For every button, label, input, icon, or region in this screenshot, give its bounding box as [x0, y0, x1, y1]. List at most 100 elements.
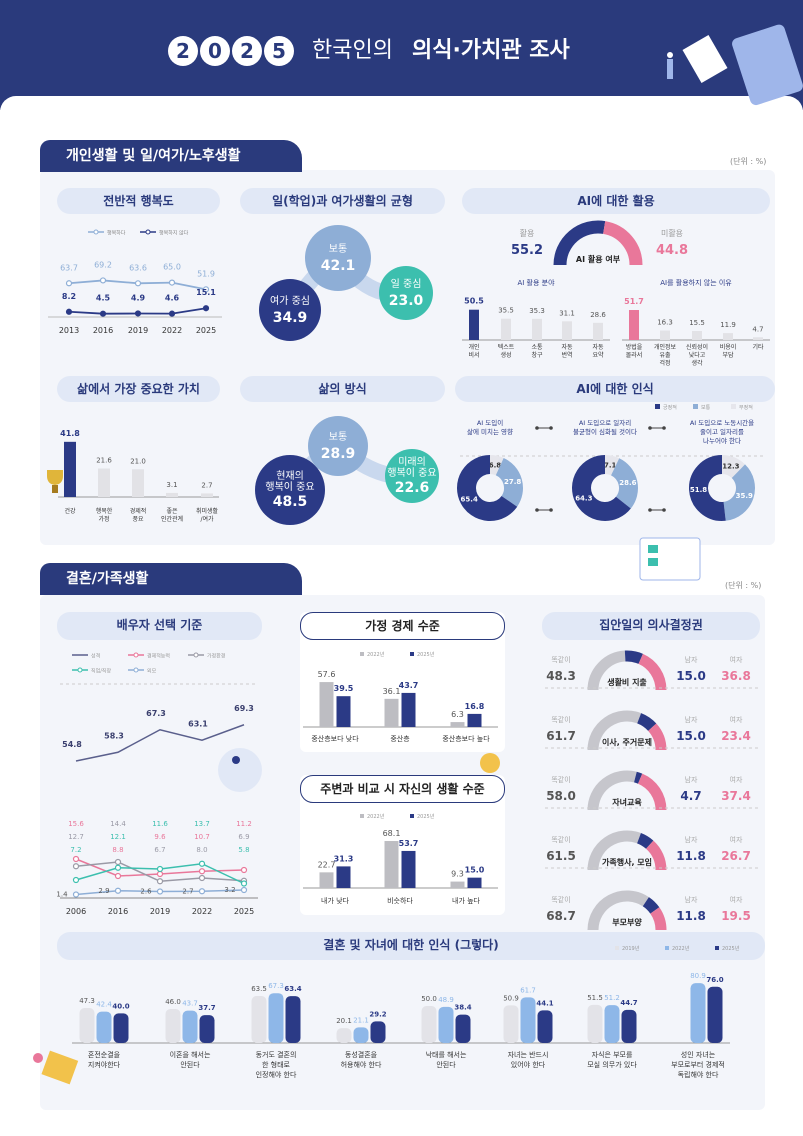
data-label: 69.3 [234, 704, 254, 713]
gauge-segment [650, 907, 667, 931]
bar-category-label: 성인 자녀는 부모로부터 경제적 독립해야 한다 [671, 1050, 725, 1079]
bar-category-label: 소통 창구 [531, 344, 543, 359]
bar-value-label: 61.7 [520, 986, 536, 994]
donut-title: AI 도입이 삶에 미치는 영향 [467, 418, 513, 436]
bar-value-label: 67.3 [268, 982, 284, 990]
equal-label: 똑같이 [551, 655, 570, 664]
donut-value-label: 64.3 [575, 495, 592, 503]
panel-title-ai-use: AI에 대한 활용 [462, 188, 770, 214]
data-point [202, 305, 210, 312]
bar-value-label: 21.1 [353, 1016, 369, 1024]
gauge-segment [587, 650, 626, 691]
data-label: 5.8 [238, 846, 249, 854]
female-value: 26.7 [721, 849, 751, 863]
bar [201, 493, 213, 497]
gauge-segment [624, 650, 643, 665]
donut-segment [610, 458, 638, 509]
equal-value: 61.7 [546, 729, 576, 743]
data-label: 51.9 [197, 269, 215, 278]
legend-label: 2025년 [417, 651, 435, 658]
bar-value-label: 35.5 [498, 307, 514, 315]
legend-label: 경제적능력 [147, 653, 170, 660]
legend-swatch [693, 404, 698, 409]
bar-category-label: 개인정보 유출 걱정 [654, 343, 677, 367]
legend-label: 2022년 [367, 651, 385, 658]
panel-title-value: 삶에서 가장 중요한 가치 [57, 376, 220, 402]
legend-marker [133, 652, 139, 658]
checklist-icon [648, 558, 658, 566]
donut-segment [721, 455, 746, 479]
data-label: 8.0 [196, 846, 207, 854]
bar [401, 850, 416, 888]
female-label: 여자 [730, 895, 743, 904]
bar-value-label: 43.7 [399, 681, 419, 690]
gauge-segment [642, 897, 660, 914]
data-label: 67.3 [146, 709, 166, 718]
person-illustration-icon [33, 1053, 43, 1063]
data-point [72, 855, 80, 863]
equal-value: 48.3 [546, 669, 576, 683]
bubble-label: 일 중심 [391, 278, 422, 290]
x-tick-label: 2019 [128, 326, 148, 335]
bar-value-label: 76.0 [706, 976, 723, 984]
x-tick-label: 2006 [66, 907, 86, 916]
bar [753, 337, 763, 340]
bar-category-label: 자동 요약 [592, 343, 604, 359]
bar-value-label: 51.5 [587, 994, 603, 1002]
data-label: 9.6 [154, 833, 166, 841]
bar-value-label: 15.0 [465, 866, 485, 875]
bubble-value: 48.5 [273, 494, 308, 510]
couple-illustration-icon [232, 756, 240, 764]
connector-dot [549, 508, 553, 512]
bar [336, 866, 351, 888]
data-label: 58.3 [104, 731, 124, 740]
male-label: 남자 [685, 895, 698, 904]
legend-label: 행복하지 않다 [159, 230, 189, 237]
bubble [308, 416, 368, 476]
bar [469, 309, 479, 340]
data-point [156, 865, 164, 873]
bar-category-label: 방법을 몰라서 [626, 343, 643, 359]
bubble-value: 42.1 [321, 258, 356, 274]
data-point [134, 310, 142, 317]
bar-category-label: 자녀는 반드시 있어야 한다 [508, 1050, 549, 1069]
page-title-light: 한국인의 [312, 38, 393, 63]
data-label: 2.6 [140, 888, 152, 896]
bar [660, 330, 670, 340]
data-point [114, 887, 122, 894]
bar-value-label: 3.1 [166, 481, 177, 489]
bar [370, 1021, 386, 1043]
data-label: 4.6 [165, 294, 180, 303]
bar [587, 1004, 603, 1043]
bubble-value: 34.9 [273, 310, 308, 326]
data-point [156, 870, 164, 878]
bar [113, 1013, 129, 1043]
gauge-segment [647, 723, 667, 751]
donut-title: AI 도입으로 노동시간을 줄이고 일자리를 나누어야 한다 [690, 418, 754, 445]
bar [537, 1010, 553, 1043]
legend-swatch [731, 404, 736, 409]
legend-swatch [715, 946, 719, 950]
bubble-label: 여가 중심 [270, 295, 310, 307]
panel-title-balance: 일(학업)과 여가생활의 균형 [240, 188, 445, 214]
bar-category-label: 건강 [64, 507, 76, 515]
panel-title-decision: 집안일의 의사결정권 [542, 612, 760, 640]
data-point [72, 876, 80, 884]
legend-swatch [655, 404, 660, 409]
bar-value-label: 50.0 [421, 995, 437, 1003]
bubble [385, 449, 439, 503]
bar [96, 1011, 112, 1043]
panel-title-lifestyle: 삶의 방식 [240, 376, 445, 402]
male-value: 11.8 [676, 849, 706, 863]
bar-category-label: 자동 번역 [561, 343, 573, 359]
data-label: 12.1 [110, 833, 126, 841]
bar-category-label: 경제적 풍요 [130, 507, 147, 523]
bar [692, 331, 702, 340]
data-point [72, 891, 80, 898]
bar-category-label: 비슷하다 [387, 896, 413, 905]
data-point [99, 277, 107, 284]
data-label: 69.2 [94, 260, 112, 269]
legend-swatch [615, 946, 619, 950]
equal-label: 똑같이 [551, 895, 570, 904]
gauge-segment [638, 653, 667, 691]
